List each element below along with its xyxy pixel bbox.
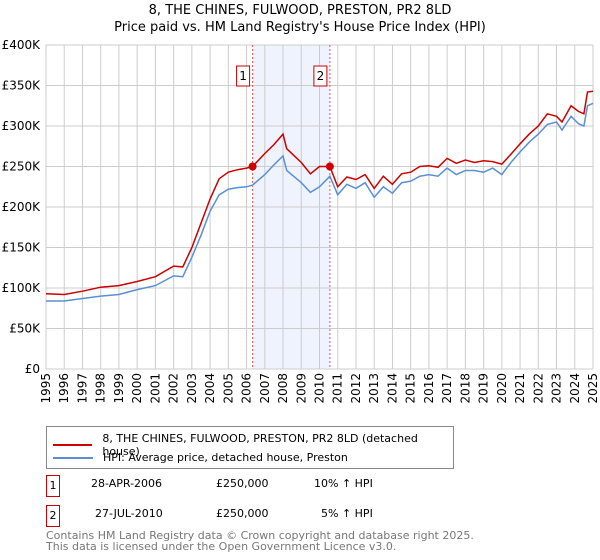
x-tick-label: 1996 bbox=[57, 373, 71, 404]
x-tick-label: 2008 bbox=[276, 373, 290, 404]
footer: Contains HM Land Registry data © Crown c… bbox=[46, 530, 474, 552]
x-tick-label: 2012 bbox=[349, 373, 363, 404]
transaction-price: £250,000 bbox=[216, 507, 269, 520]
annotation-label: 1 bbox=[239, 69, 247, 83]
x-tick-label: 1998 bbox=[94, 373, 108, 404]
x-tick-label: 2003 bbox=[185, 373, 199, 404]
x-tick-label: 2023 bbox=[550, 373, 564, 404]
annotation-box bbox=[236, 65, 251, 87]
legend: 8, THE CHINES, FULWOOD, PRESTON, PR2 8LD… bbox=[46, 426, 454, 469]
series-line bbox=[45, 90, 594, 296]
y-tick-label: £0 bbox=[25, 362, 40, 376]
y-tick-label: £150K bbox=[2, 241, 42, 255]
x-tick-label: 1999 bbox=[112, 373, 126, 404]
transaction-price: £250,000 bbox=[216, 477, 269, 490]
x-tick-label: 2021 bbox=[513, 373, 527, 404]
y-tick-label: £400K bbox=[2, 38, 42, 52]
x-tick-label: 2006 bbox=[240, 373, 254, 404]
series-line bbox=[46, 102, 594, 302]
x-tick-label: 2002 bbox=[167, 373, 181, 404]
x-tick-label: 2018 bbox=[458, 373, 472, 404]
x-tick-label: 2019 bbox=[477, 373, 491, 404]
chart-title: 8, THE CHINES, FULWOOD, PRESTON, PR2 8LD bbox=[148, 3, 452, 18]
x-tick-label: 1997 bbox=[75, 373, 89, 404]
x-tick-label: 2010 bbox=[313, 373, 327, 404]
annotation-label: 2 bbox=[317, 69, 325, 83]
x-tick-label: 2007 bbox=[258, 373, 272, 404]
y-tick-label: £200K bbox=[2, 200, 42, 214]
price-chart: £0 £50K £100K £150K £200K £250K £300K £350K £400… bbox=[2, 38, 600, 404]
x-tick-label: 2004 bbox=[203, 373, 217, 404]
sale-point bbox=[248, 162, 257, 171]
footer-licence: This data is licensed under the Open Gov… bbox=[46, 540, 397, 553]
transaction-hpi: 5% ↑ HPI bbox=[321, 507, 373, 520]
x-tick-label: 2000 bbox=[130, 373, 144, 404]
y-tick-label: £50K bbox=[9, 322, 41, 336]
x-tick-label: 2005 bbox=[221, 373, 235, 404]
x-tick-label: 2022 bbox=[531, 373, 545, 404]
legend-hpi-label: HPI: Average price, detached house, Pres… bbox=[103, 451, 348, 464]
transaction-marker: 1 bbox=[46, 475, 60, 497]
x-tick-label: 2015 bbox=[404, 373, 418, 404]
y-tick-label: £100K bbox=[2, 281, 42, 295]
y-tick-label: £300K bbox=[2, 119, 42, 133]
legend-blue-line bbox=[53, 456, 93, 459]
x-tick-label: 2017 bbox=[440, 373, 454, 404]
transaction-date: 28-APR-2006 bbox=[91, 477, 163, 490]
x-tick-label: 2025 bbox=[586, 373, 600, 404]
legend-property-label: 8, THE CHINES, FULWOOD, PRESTON, PR2 8LD… bbox=[102, 432, 418, 458]
transaction-marker: 2 bbox=[46, 505, 60, 527]
x-tick-label: 2011 bbox=[331, 373, 345, 404]
y-tick-label: £350K bbox=[2, 79, 42, 93]
footer-copyright: Contains HM Land Registry data © Crown c… bbox=[46, 529, 474, 542]
legend-red-line bbox=[53, 444, 93, 446]
x-tick-label: 2009 bbox=[294, 373, 308, 404]
x-tick-label: 2024 bbox=[568, 373, 582, 404]
sale-point bbox=[325, 162, 334, 171]
annotation-box bbox=[313, 65, 328, 87]
transaction-hpi: 10% ↑ HPI bbox=[314, 477, 373, 490]
x-tick-label: 2001 bbox=[148, 373, 162, 404]
x-tick-label: 2020 bbox=[495, 373, 509, 404]
x-tick-label: 2014 bbox=[385, 373, 399, 404]
x-tick-label: 2013 bbox=[367, 373, 381, 404]
chart-subtitle: Price paid vs. HM Land Registry's House … bbox=[114, 20, 486, 35]
x-tick-label: 2016 bbox=[422, 373, 436, 404]
transaction-date: 27-JUL-2010 bbox=[95, 507, 163, 520]
y-tick-label: £250K bbox=[2, 160, 42, 174]
x-tick-label: 1995 bbox=[39, 373, 53, 404]
